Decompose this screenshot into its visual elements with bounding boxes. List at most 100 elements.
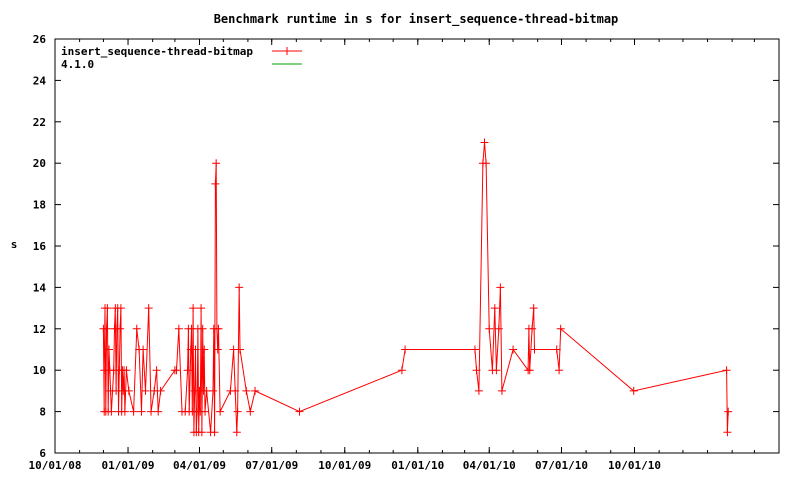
x-axis: 10/01/08 01/01/09 04/01/09 07/01/09 10/01/09… <box>29 39 755 472</box>
x-tick-label: 07/01/10 <box>535 459 588 472</box>
data-point <box>251 386 260 395</box>
data-point <box>401 345 410 354</box>
data-point <box>129 407 138 416</box>
data-point <box>112 386 121 395</box>
y-tick-label: 26 <box>33 33 47 46</box>
data-point <box>242 386 251 395</box>
data-point <box>490 304 499 313</box>
y-tick-label: 12 <box>33 323 46 336</box>
data-point <box>116 304 125 313</box>
data-point <box>232 428 241 437</box>
data-point <box>485 324 494 333</box>
x-tick-label: 01/01/09 <box>102 459 155 472</box>
x-tick-label: 10/01/09 <box>318 459 371 472</box>
data-point <box>295 407 304 416</box>
data-point <box>525 366 534 375</box>
y-tick-label: 22 <box>33 116 46 129</box>
data-point <box>492 366 501 375</box>
data-point <box>200 345 209 354</box>
series-layer <box>99 138 733 437</box>
legend-entry-label: 4.1.0 <box>61 58 94 71</box>
y-tick-label: 24 <box>33 74 47 87</box>
data-point <box>124 386 133 395</box>
x-tick-label: 04/01/09 <box>173 459 226 472</box>
data-point <box>233 407 242 416</box>
data-point <box>141 386 150 395</box>
data-point <box>152 366 161 375</box>
data-point <box>214 324 223 333</box>
data-point <box>480 138 489 147</box>
data-point <box>102 324 111 333</box>
legend-entry-label: insert_sequence-thread-bitmap <box>61 45 253 58</box>
data-point <box>494 324 503 333</box>
data-point <box>246 407 255 416</box>
y-tick-label: 14 <box>33 281 47 294</box>
y-axis: 6 8 10 12 14 16 18 20 22 24 26 <box>33 33 779 460</box>
y-tick-label: 16 <box>33 240 47 253</box>
y-axis-label: s <box>11 238 18 251</box>
x-tick-label: 10/01/10 <box>608 459 661 472</box>
legend-marker-sample <box>283 47 291 55</box>
data-point <box>211 179 220 188</box>
data-point <box>197 304 206 313</box>
data-point <box>235 283 244 292</box>
data-point <box>132 324 141 333</box>
data-point <box>172 366 181 375</box>
data-point <box>201 407 210 416</box>
y-tick-label: 10 <box>33 364 46 377</box>
data-point <box>552 345 561 354</box>
data-point <box>139 345 148 354</box>
data-point <box>497 386 506 395</box>
data-point <box>724 407 733 416</box>
data-point <box>529 304 538 313</box>
data-point <box>212 159 221 168</box>
data-point <box>183 366 192 375</box>
data-point <box>144 304 153 313</box>
data-point <box>528 324 537 333</box>
data-point <box>189 304 198 313</box>
data-point <box>137 407 146 416</box>
data-point <box>120 407 129 416</box>
y-tick-label: 20 <box>33 157 46 170</box>
data-point <box>509 345 518 354</box>
data-point <box>496 283 505 292</box>
data-point <box>482 159 491 168</box>
data-point <box>104 345 113 354</box>
data-point <box>474 386 483 395</box>
x-tick-label: 01/01/10 <box>391 459 444 472</box>
chart-title: Benchmark runtime in s for insert_sequen… <box>214 12 619 27</box>
data-point <box>556 324 565 333</box>
data-point <box>156 386 165 395</box>
data-point <box>235 345 244 354</box>
data-point <box>629 386 638 395</box>
data-point <box>174 324 183 333</box>
data-point <box>470 345 479 354</box>
y-tick-label: 6 <box>39 447 46 460</box>
data-point <box>154 407 163 416</box>
data-point <box>210 428 219 437</box>
series-line <box>102 142 729 433</box>
data-point <box>107 407 116 416</box>
data-point <box>555 366 564 375</box>
data-point <box>397 366 406 375</box>
data-point <box>147 407 156 416</box>
data-point <box>116 324 125 333</box>
data-point <box>198 324 207 333</box>
data-point <box>197 428 206 437</box>
data-point <box>723 428 732 437</box>
x-tick-label: 04/01/10 <box>463 459 516 472</box>
data-point <box>103 304 112 313</box>
data-point <box>722 366 731 375</box>
data-point <box>472 366 481 375</box>
data-point <box>216 407 225 416</box>
data-point <box>122 366 131 375</box>
y-tick-label: 18 <box>33 199 46 212</box>
y-tick-label: 8 <box>39 406 46 419</box>
data-point <box>231 386 240 395</box>
data-point <box>530 345 539 354</box>
data-point <box>213 345 222 354</box>
x-tick-label: 07/01/09 <box>245 459 298 472</box>
x-tick-label: 10/01/08 <box>29 459 82 472</box>
